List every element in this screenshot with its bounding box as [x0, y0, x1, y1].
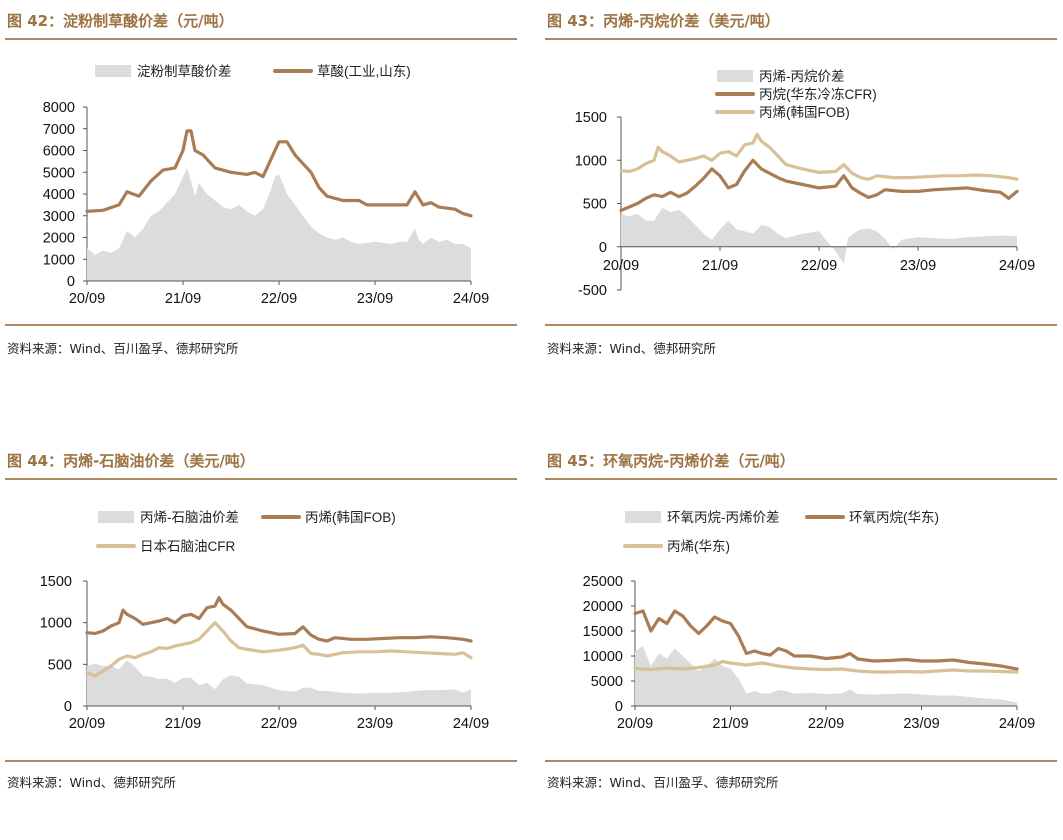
legend-swatch-spread — [95, 65, 131, 77]
x-tick-label: 20/09 — [69, 716, 105, 732]
line-series-light — [85, 621, 473, 678]
area-series-spread — [621, 207, 1017, 265]
legend-label: 丙烯(华东) — [667, 539, 730, 554]
legend-label: 丙烯-石脑油价差 — [140, 510, 239, 525]
x-tick-label: 20/09 — [603, 258, 639, 274]
legend-swatch-spread — [625, 511, 661, 523]
source-rule — [5, 760, 517, 762]
y-tick-label: 0 — [67, 274, 75, 290]
y-tick-label: 500 — [583, 197, 607, 213]
y-tick-label: 15000 — [583, 624, 623, 640]
source-rule — [545, 760, 1057, 762]
x-tick-label: 24/09 — [999, 716, 1035, 732]
chart-plot: 丙烯-石脑油价差 丙烯(韩国FOB) 日本石脑油CFR 1500 1000 500 020/… — [40, 510, 489, 732]
x-tick-label: 21/09 — [165, 716, 201, 732]
chart-plot: 淀粉制草酸价差 草酸(工业,山东) 8000 7000 6000 5000 4000 3000… — [43, 64, 489, 307]
y-tick-label: 1000 — [40, 616, 72, 632]
title-rule — [545, 38, 1057, 40]
legend-label: 淀粉制草酸价差 — [137, 64, 232, 79]
y-tick-label: 6000 — [43, 144, 75, 160]
y-tick-label: 0 — [599, 240, 607, 256]
legend-swatch-spread — [98, 511, 134, 523]
line-series-dark — [633, 609, 1019, 671]
title-rule — [5, 38, 517, 40]
chart-panel-43: 图 43：丙烯-丙烷价差（美元/吨） 丙烯-丙烷价差丙烷(华东冷冻CFR) 丙烯(… — [545, 0, 1057, 400]
y-tick-label: 0 — [64, 699, 72, 715]
y-tick-label: 0 — [615, 699, 623, 715]
area-series-spread — [635, 646, 1017, 706]
legend-label: 环氧丙烷(华东) — [849, 510, 939, 525]
x-tick-label: 22/09 — [261, 291, 297, 307]
y-tick-label: 1500 — [575, 110, 607, 126]
legend-swatch-spread — [717, 70, 753, 82]
y-tick-label: 20000 — [583, 599, 623, 615]
line-series-light — [619, 132, 1019, 181]
legend-label: 日本石脑油CFR — [140, 539, 235, 554]
y-tick-label: 3000 — [43, 209, 75, 225]
x-tick-label: 20/09 — [617, 716, 653, 732]
y-tick-label: 5000 — [591, 674, 623, 690]
y-tick-label: 7000 — [43, 122, 75, 138]
x-tick-label: 22/09 — [261, 716, 297, 732]
x-tick-label: 23/09 — [900, 258, 936, 274]
source-note: 资料来源：Wind、百川盈孚、德邦研究所 — [7, 341, 239, 356]
x-tick-label: 22/09 — [808, 716, 844, 732]
chart-title: 图 44：丙烯-石脑油价差（美元/吨） — [7, 452, 255, 470]
line-series-dark — [619, 158, 1019, 212]
y-tick-label: 25000 — [583, 574, 623, 590]
chart-title: 图 45：环氧丙烷-丙烯价差（元/吨） — [547, 452, 795, 470]
x-tick-label: 23/09 — [357, 291, 393, 307]
legend-label: 丙烯(韩国FOB) — [305, 510, 396, 525]
source-rule — [5, 324, 517, 326]
title-rule — [5, 478, 517, 480]
line-series-dark — [85, 596, 473, 643]
y-tick-label: 2000 — [43, 231, 75, 247]
legend-label: 丙烷(华东冷冻CFR) — [759, 87, 877, 102]
title-rule — [545, 478, 1057, 480]
area-series-spread — [87, 167, 471, 281]
y-tick-label: 1000 — [43, 252, 75, 268]
chart-plot: 环氧丙烷-丙烯价差 环氧丙烷(华东) 丙烯(华东) 25000 20000 15000 10… — [583, 510, 1035, 732]
source-note: 资料来源：Wind、德邦研究所 — [7, 775, 176, 790]
x-tick-label: 24/09 — [999, 258, 1035, 274]
source-rule — [545, 324, 1057, 326]
x-tick-label: 23/09 — [357, 716, 393, 732]
chart-panel-42: 图 42：淀粉制草酸价差（元/吨） 淀粉制草酸价差 草酸(工业,山东) 8000 70… — [5, 0, 517, 400]
legend-label: 草酸(工业,山东) — [317, 64, 411, 79]
legend-label: 丙烯-丙烷价差 — [759, 69, 845, 84]
x-tick-label: 24/09 — [453, 291, 489, 307]
x-tick-label: 22/09 — [801, 258, 837, 274]
y-tick-label: -500 — [578, 283, 607, 299]
legend-label: 环氧丙烷-丙烯价差 — [667, 510, 780, 525]
chart-title: 图 42：淀粉制草酸价差（元/吨） — [7, 12, 234, 30]
source-note: 资料来源：Wind、百川盈孚、德邦研究所 — [547, 775, 779, 790]
x-tick-label: 21/09 — [702, 258, 738, 274]
y-tick-label: 500 — [48, 657, 72, 673]
x-tick-label: 23/09 — [903, 716, 939, 732]
y-tick-label: 10000 — [583, 649, 623, 665]
x-tick-label: 24/09 — [453, 716, 489, 732]
area-series-spread — [87, 660, 471, 706]
x-tick-label: 21/09 — [165, 291, 201, 307]
y-tick-label: 1500 — [40, 574, 72, 590]
legend-label: 丙烯(韩国FOB) — [759, 105, 850, 120]
y-tick-label: 8000 — [43, 100, 75, 116]
y-tick-label: 5000 — [43, 165, 75, 181]
source-note: 资料来源：Wind、德邦研究所 — [547, 341, 716, 356]
x-tick-label: 20/09 — [69, 291, 105, 307]
y-tick-label: 1000 — [575, 153, 607, 169]
line-series-light — [633, 659, 1019, 674]
chart-panel-45: 图 45：环氧丙烷-丙烯价差（元/吨） 环氧丙烷-丙烯价差 环氧丙烷(华东) 丙烯(… — [545, 440, 1057, 840]
chart-panel-44: 图 44：丙烯-石脑油价差（美元/吨） 丙烯-石脑油价差 丙烯(韩国FOB) 日本石… — [5, 440, 517, 840]
y-tick-label: 4000 — [43, 187, 75, 203]
line-series-dark — [85, 129, 473, 218]
chart-title: 图 43：丙烯-丙烷价差（美元/吨） — [547, 12, 780, 30]
x-tick-label: 21/09 — [712, 716, 748, 732]
